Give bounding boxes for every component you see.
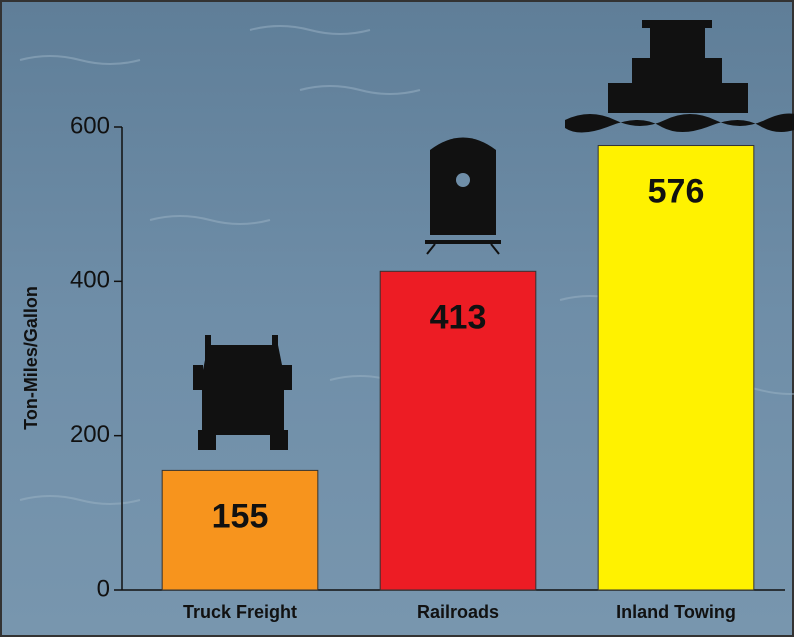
truck-icon <box>193 335 292 450</box>
x-tick-label: Truck Freight <box>183 602 297 622</box>
x-tick-label: Railroads <box>417 602 499 622</box>
y-tick-label: 0 <box>97 575 110 602</box>
value-label: 155 <box>212 497 269 535</box>
y-tick-label: 400 <box>70 267 110 294</box>
y-tick-label: 600 <box>70 112 110 139</box>
y-axis-title: Ton-Miles/Gallon <box>21 286 41 430</box>
value-label: 576 <box>648 173 705 211</box>
bar <box>598 146 754 590</box>
chart: Ton-Miles/Gallon 0 200 400 600 155 Truck Frei… <box>0 0 794 637</box>
x-tick-label: Inland Towing <box>616 602 736 622</box>
y-tick-label: 200 <box>70 421 110 448</box>
value-label: 413 <box>430 298 487 336</box>
